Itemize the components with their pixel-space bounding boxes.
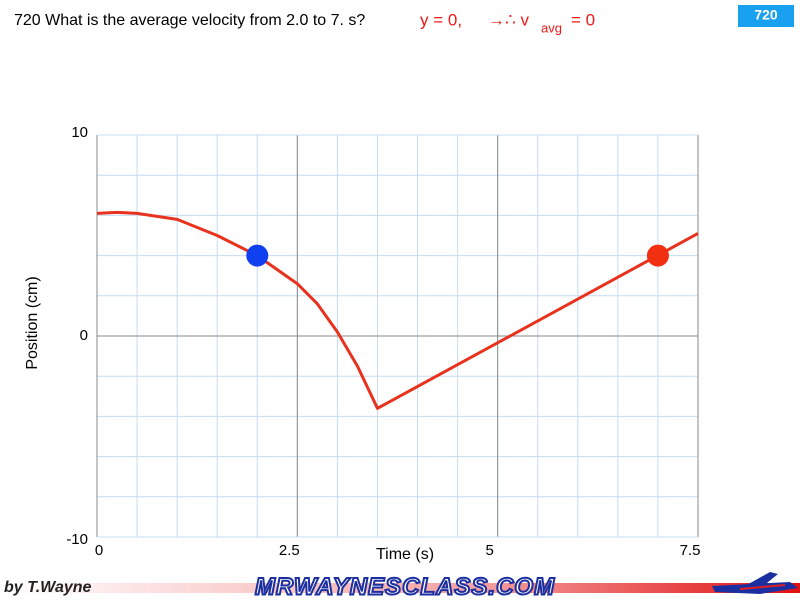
y-tick-label: 0 — [80, 327, 88, 344]
site-logo: MRWAYNESCLASS.COM — [255, 573, 555, 600]
jet-icon — [712, 572, 798, 594]
x-tick-label: 7.5 — [680, 542, 701, 559]
badge-number: 720 — [754, 7, 778, 23]
answer-1: y = 0, — [420, 10, 462, 29]
y-tick-label: -10 — [66, 531, 88, 548]
point-marker — [646, 244, 669, 267]
answer-3: = 0 — [571, 10, 595, 29]
answer-2: →∴ v — [488, 10, 530, 29]
x-tick-label: 2.5 — [279, 542, 300, 559]
y-tick-label: 10 — [71, 124, 88, 141]
author: by T.Wayne — [4, 579, 92, 596]
question: 720 What is the average velocity from 2.… — [14, 12, 365, 29]
x-tick-label: 0 — [95, 542, 103, 559]
x-axis-label: Time (s) — [376, 546, 434, 563]
y-axis-label: Position (cm) — [24, 276, 41, 369]
badge — [738, 5, 794, 27]
position-curve — [96, 210, 699, 410]
answer-sub: avg — [541, 20, 562, 35]
footer-bar — [0, 583, 800, 593]
x-tick-label: 5 — [485, 542, 493, 559]
point-marker — [246, 244, 269, 267]
